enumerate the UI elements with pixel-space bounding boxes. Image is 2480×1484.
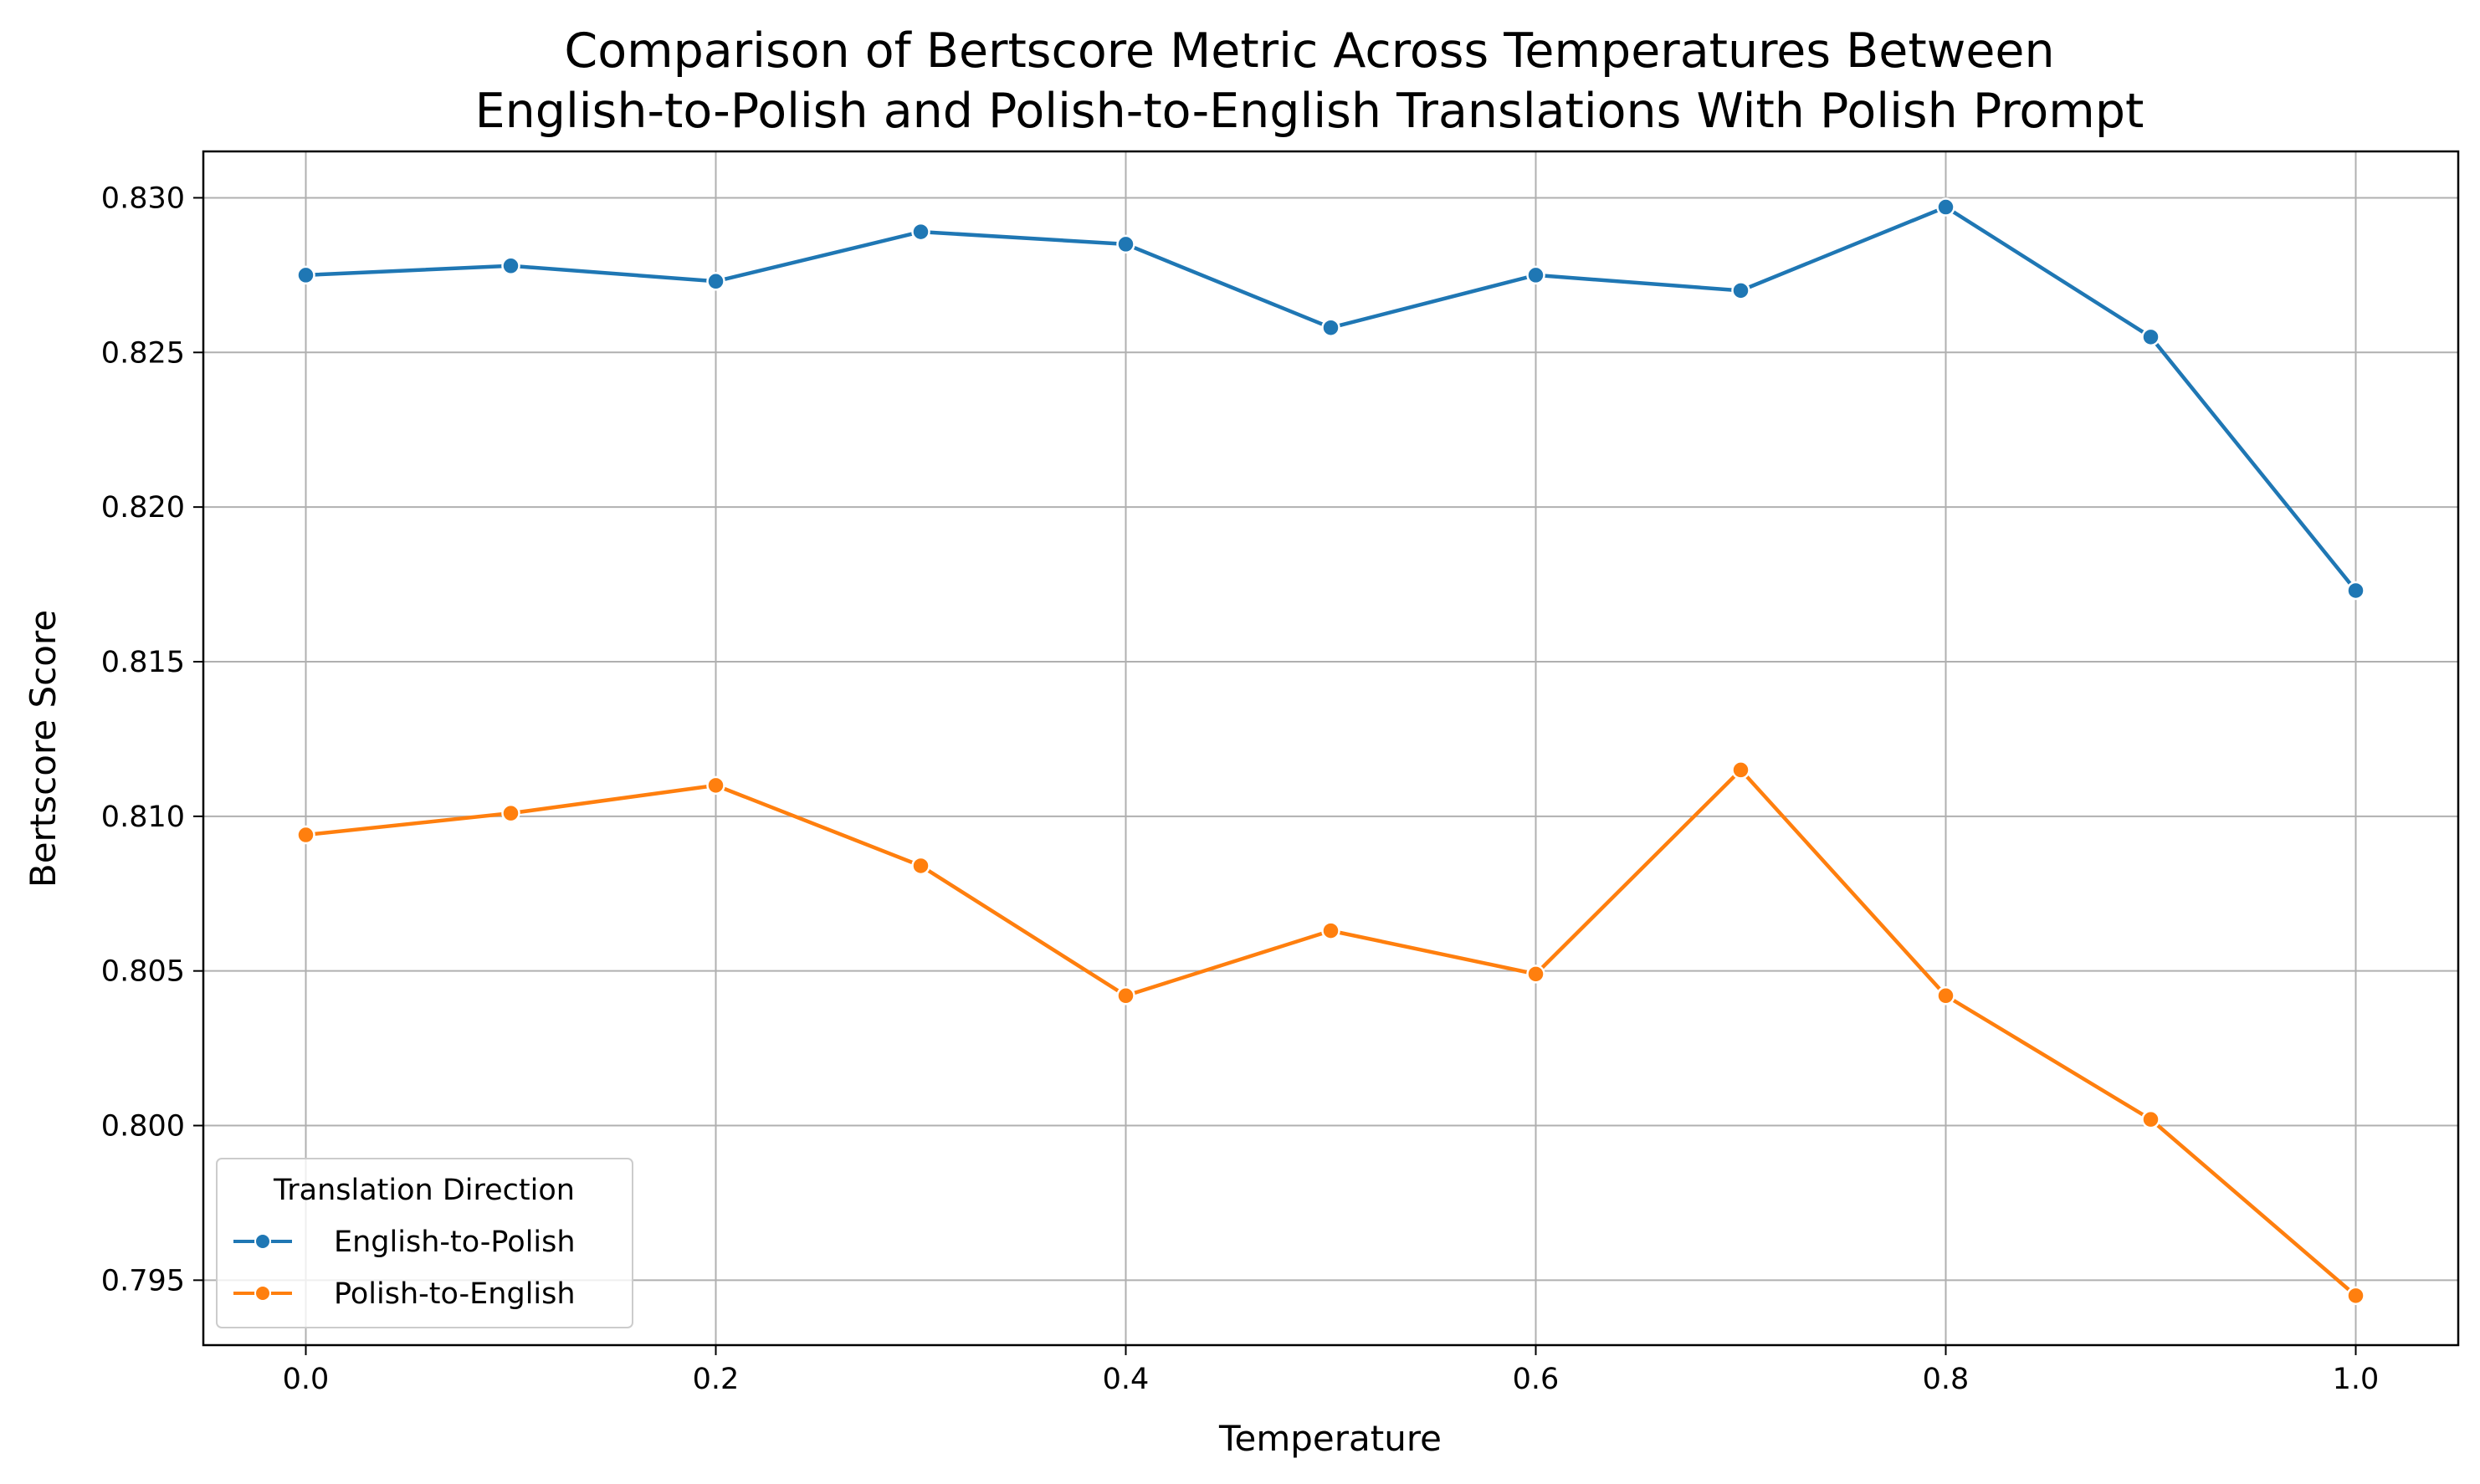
x-axis-ticks: 0.0 0.2 0.4 0.6 0.8 1.0 (283, 1345, 2380, 1396)
data-point-polish-to-english (1526, 965, 1545, 984)
data-point-polish-to-english (296, 825, 315, 845)
data-point-polish-to-english (1731, 760, 1750, 780)
data-point-polish-to-english (706, 775, 725, 796)
data-point-english-to-polish (2346, 581, 2365, 601)
data-point-english-to-polish (296, 265, 315, 285)
y-axis-label: Bertscore Score (23, 610, 64, 888)
chart-title-line-2: English-to-Polish and Polish-to-English … (475, 84, 2144, 139)
data-point-english-to-polish (1526, 265, 1545, 285)
series-line-english-to-polish (305, 205, 2358, 592)
y-tick-label: 0.825 (101, 336, 185, 370)
y-tick-label: 0.820 (101, 491, 185, 525)
legend-title: Translation Direction (273, 1174, 575, 1207)
data-point-polish-to-english (501, 803, 520, 823)
x-tick-label: 0.4 (1103, 1363, 1150, 1396)
x-tick-label: 1.0 (2333, 1363, 2380, 1396)
legend-swatch-marker-polish-to-english (254, 1285, 271, 1302)
y-tick-label: 0.805 (101, 955, 185, 989)
y-axis-ticks: 0.795 0.800 0.805 0.810 0.815 0.820 0.825 0.830 (101, 182, 203, 1297)
y-tick-label: 0.830 (101, 182, 185, 215)
chart-title-line-1: Comparison of Bertscore Metric Across Te… (564, 23, 2054, 79)
x-tick-label: 0.2 (693, 1363, 740, 1396)
y-tick-label: 0.800 (101, 1110, 185, 1144)
y-tick-label: 0.795 (101, 1264, 185, 1297)
data-point-polish-to-english (911, 856, 930, 876)
data-point-polish-to-english (1116, 986, 1135, 1006)
plot-frame (202, 150, 2460, 1347)
data-point-english-to-polish (706, 272, 725, 291)
legend-box (216, 1158, 633, 1328)
y-tick-label: 0.810 (101, 801, 185, 834)
data-point-english-to-polish (1116, 234, 1135, 254)
x-tick-label: 0.8 (1923, 1363, 1970, 1396)
y-tick-label: 0.815 (101, 646, 185, 679)
data-point-english-to-polish (501, 256, 520, 276)
data-point-polish-to-english (2346, 1286, 2365, 1306)
data-point-english-to-polish (911, 222, 930, 242)
data-point-english-to-polish (1936, 197, 1955, 217)
data-point-english-to-polish (2141, 327, 2160, 347)
data-point-polish-to-english (1936, 986, 1955, 1006)
legend: Translation Direction English-to-Polish … (216, 1158, 633, 1328)
data-point-english-to-polish (1731, 281, 1750, 300)
x-axis-label: Temperature (1218, 1418, 1442, 1459)
x-tick-label: 0.0 (283, 1363, 330, 1396)
data-point-polish-to-english (2141, 1109, 2160, 1129)
series-group (296, 197, 2365, 1306)
data-point-english-to-polish (1321, 318, 1340, 337)
x-tick-label: 0.6 (1513, 1363, 1560, 1396)
legend-label-english-to-polish: English-to-Polish (334, 1226, 576, 1259)
legend-label-polish-to-english: Polish-to-English (334, 1277, 576, 1311)
grid-lines (203, 151, 2458, 1345)
data-point-polish-to-english (1321, 921, 1340, 940)
legend-swatch-marker-english-to-polish (254, 1233, 271, 1250)
